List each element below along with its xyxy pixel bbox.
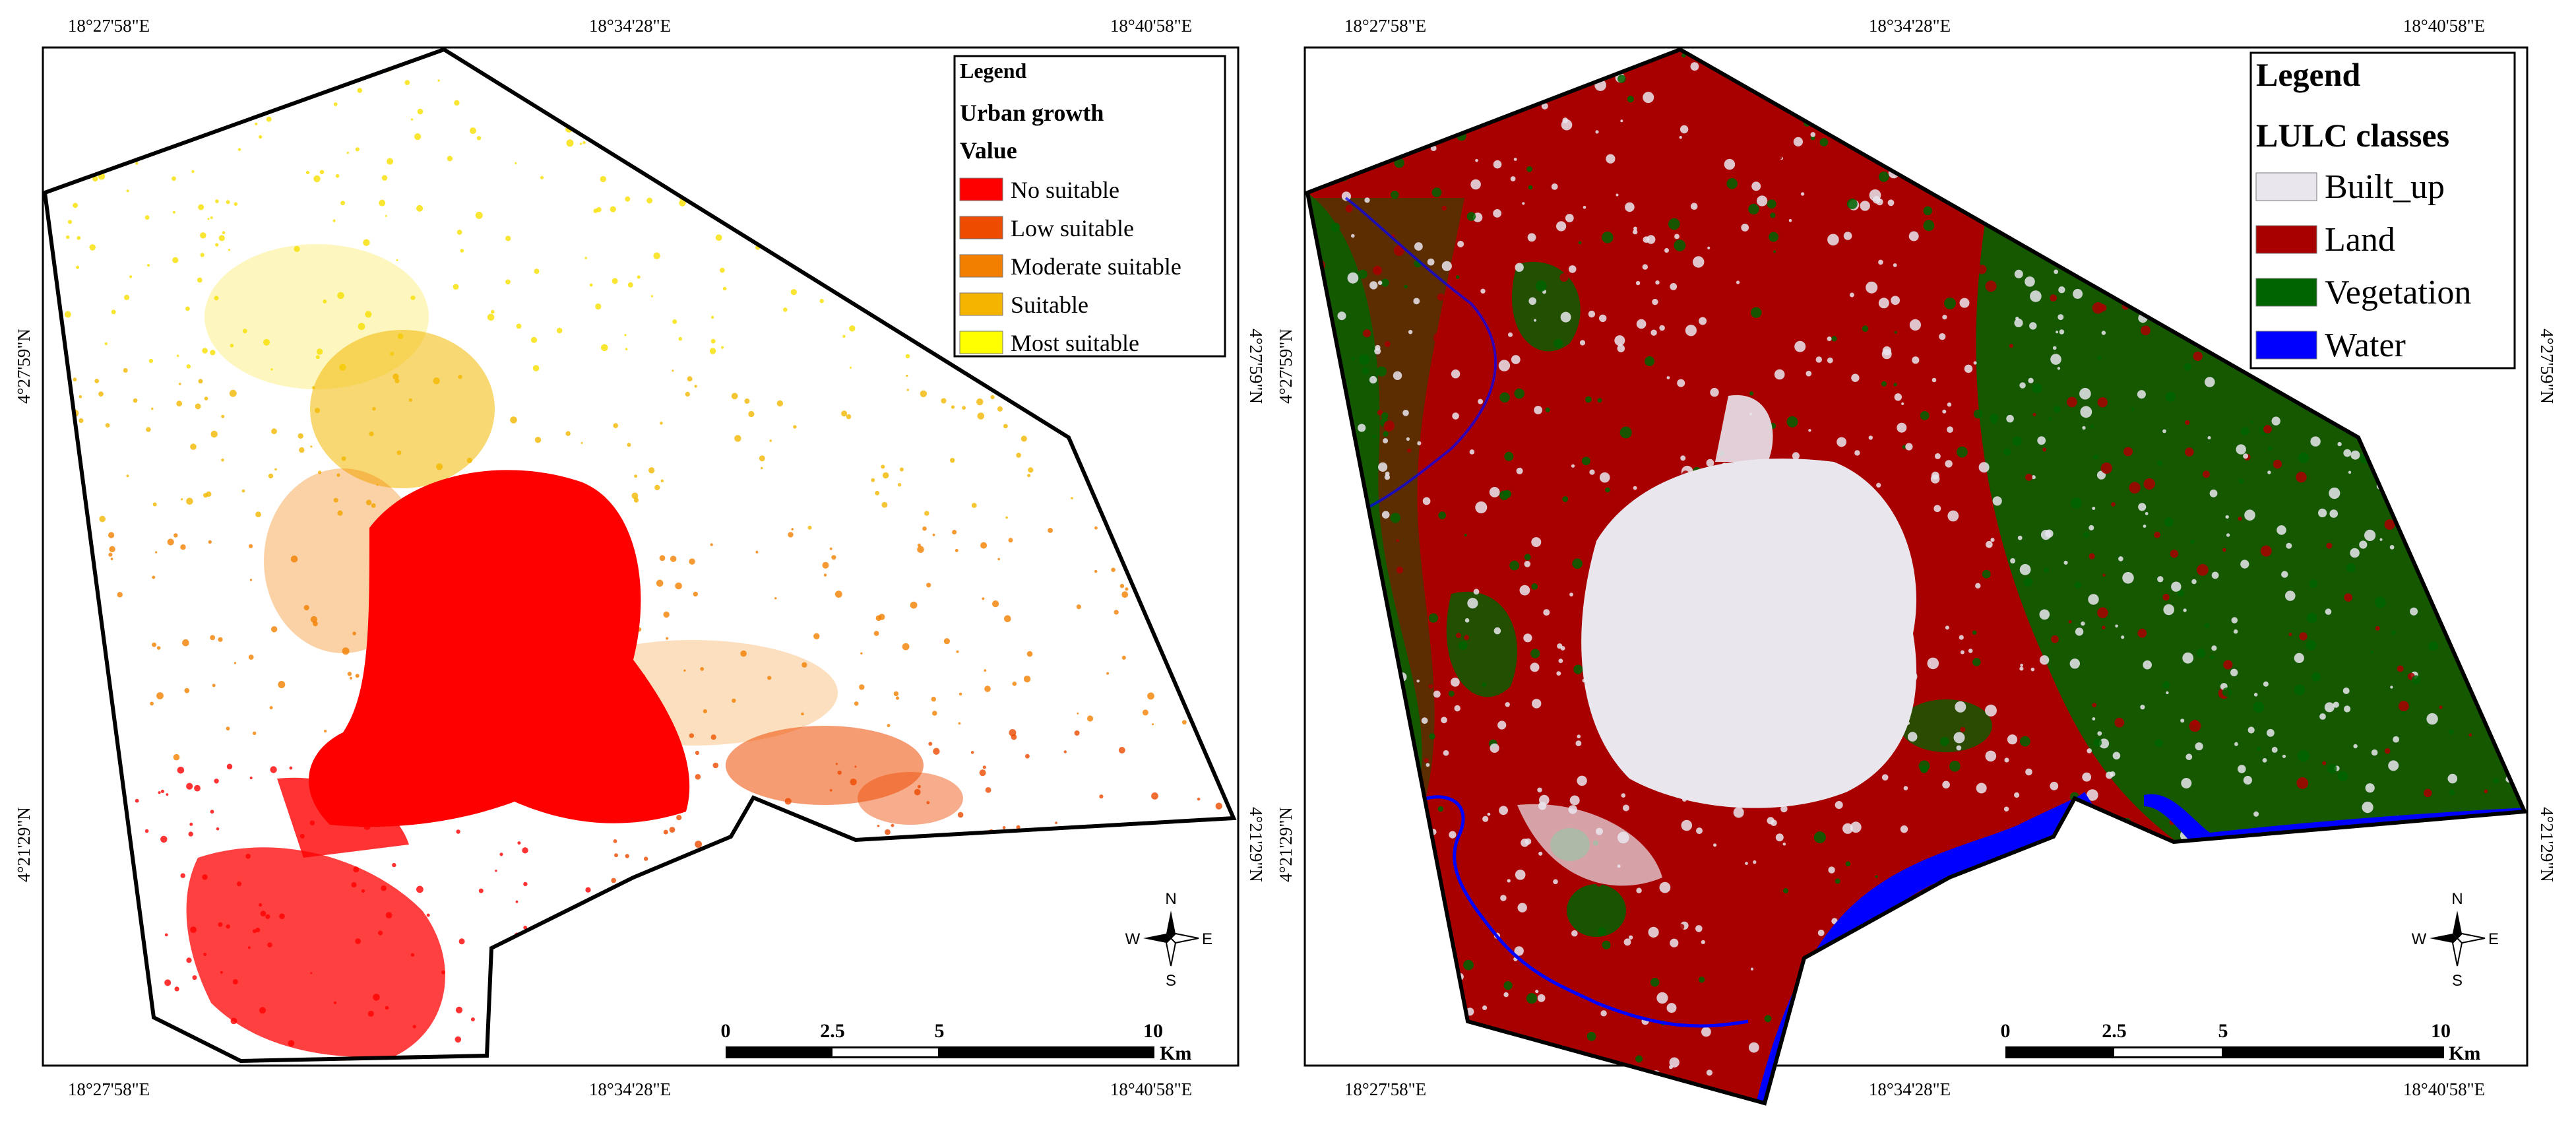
right-legend-subtitle: LULC classes [2256,117,2449,154]
left-scale-2-5: 2.5 [820,1020,845,1042]
left-legend: Legend Urban growth Value No suitable Low… [953,55,1226,358]
right-bottom-coord-2: 18°34'28"E [1869,1079,1951,1099]
right-north-label: N [2451,890,2463,908]
left-legend-item-label-4: Most suitable [1011,330,1139,356]
right-right-coord-1: 4°27'59"N [2537,329,2557,404]
left-right-coord-1: 4°27'59"N [1246,329,1266,404]
right-legend-item-label-0: Built_up [2325,168,2445,206]
left-side-coord-1: 4°27'59"N [14,329,34,404]
left-legend-title: Legend [960,59,1027,82]
right-side-coord-2: 4°21'29"N [1276,807,1296,882]
left-legend-field: Value [960,137,1017,164]
left-legend-item-swatch-2 [959,254,1003,278]
right-scale-5: 5 [2218,1020,2228,1042]
left-legend-item-swatch-0 [959,177,1003,201]
left-side-coord-2: 4°21'29"N [14,807,34,882]
left-scale-10: 10 [1143,1020,1163,1042]
right-east-label: E [2488,930,2499,948]
right-right-coord-2: 4°21'29"N [2537,807,2557,882]
left-scale-5: 5 [935,1020,945,1042]
left-north-label: N [1165,890,1176,908]
left-north-arrow: N S E W [1125,890,1212,990]
right-legend-item-swatch-3 [2255,331,2317,360]
left-top-coord-1: 18°27'58"E [68,16,150,36]
left-legend-subtitle: Urban growth [960,100,1104,126]
right-west-label: W [2412,930,2427,948]
right-top-coord-2: 18°34'28"E [1869,16,1951,36]
left-legend-item-label-0: No suitable [1011,177,1119,203]
right-legend-item-label-2: Vegetation [2325,274,2471,311]
right-map: 18°27'58"E 18°34'28"E 18°40'58"E 18°27'5… [1276,16,2557,1116]
right-legend-title: Legend [2256,56,2361,93]
left-west-label: W [1125,930,1141,948]
right-south-label: S [2452,972,2463,990]
right-top-coord-3: 18°40'58"E [2403,16,2485,36]
left-south-label: S [1166,972,1176,990]
left-legend-item-label-1: Low suitable [1011,215,1134,241]
left-top-coord-2: 18°34'28"E [589,16,671,36]
left-scale-0: 0 [721,1020,731,1042]
right-top-coord-1: 18°27'58"E [1344,16,1426,36]
right-scale-10: 10 [2431,1020,2451,1042]
left-scale-bar: 0 2.5 5 10 Km [721,1020,1192,1064]
right-north-arrow: N S E W [2412,890,2499,990]
right-legend-item-label-1: Land [2325,221,2395,259]
left-bottom-coord-1: 18°27'58"E [68,1079,150,1099]
right-legend: Legend LULC classes Built_up Land Vegetati… [2249,51,2516,369]
right-scale-bar: 0 2.5 5 10 Km [2001,1020,2481,1064]
right-legend-item-swatch-1 [2255,225,2317,254]
left-bottom-coord-3: 18°40'58"E [1110,1079,1192,1099]
left-legend-item-label-3: Suitable [1011,292,1088,318]
left-east-label: E [1202,930,1212,948]
left-legend-item-swatch-4 [959,331,1003,354]
left-legend-item-swatch-1 [959,216,1003,240]
right-scale-2-5: 2.5 [2102,1020,2127,1042]
right-side-coord-1: 4°27'59"N [1276,329,1296,404]
left-right-coord-2: 4°21'29"N [1246,807,1266,882]
right-scale-unit: Km [2449,1042,2480,1064]
left-legend-item-label-2: Moderate suitable [1011,253,1181,280]
right-bottom-coord-3: 18°40'58"E [2403,1079,2485,1099]
right-legend-item-swatch-2 [2255,278,2317,307]
right-scale-0: 0 [2001,1020,2011,1042]
left-map: 18°27'58"E 18°34'28"E 18°40'58"E 18°27'5… [14,16,1266,1099]
left-bottom-coord-2: 18°34'28"E [589,1079,671,1099]
right-legend-item-label-3: Water [2325,327,2406,364]
left-scale-unit: Km [1160,1042,1191,1064]
left-legend-item-swatch-3 [959,292,1003,316]
right-bottom-coord-1: 18°27'58"E [1344,1079,1426,1099]
left-top-coord-3: 18°40'58"E [1110,16,1192,36]
right-legend-item-swatch-0 [2255,172,2317,201]
